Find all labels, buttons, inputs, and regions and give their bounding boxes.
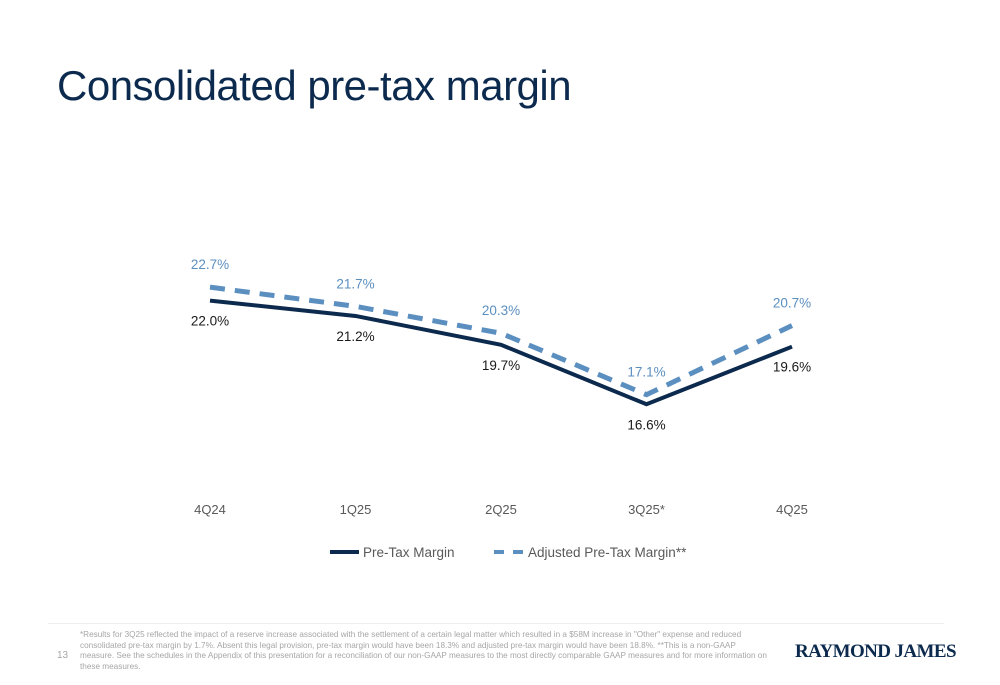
- pre-tax-data-label: 21.2%: [336, 329, 374, 344]
- adjusted-data-label: 20.7%: [773, 296, 811, 311]
- footer-divider: [48, 623, 944, 624]
- adjusted-data-label: 21.7%: [336, 276, 374, 291]
- adjusted-data-label: 20.3%: [482, 303, 520, 318]
- x-tick-label: 2Q25: [485, 502, 517, 517]
- legend-label-adjusted: Adjusted Pre-Tax Margin**: [528, 545, 687, 560]
- pre-tax-data-label: 22.0%: [191, 314, 229, 329]
- x-tick-label: 3Q25*: [628, 502, 665, 517]
- pre-tax-data-label: 19.6%: [773, 360, 811, 375]
- line-chart: 22.0% 21.2% 19.7% 16.6% 19.6% 22.7% 21.7% 20.3%…: [191, 257, 811, 560]
- series-layer: [209, 284, 794, 407]
- pre-tax-data-label: 16.6%: [627, 417, 665, 432]
- footnote: *Results for 3Q25 reflected the impact o…: [80, 630, 767, 671]
- adjusted-data-label: 22.7%: [191, 257, 229, 272]
- x-tick-label: 1Q25: [340, 502, 372, 517]
- x-tick-label: 4Q24: [194, 502, 226, 517]
- company-logo: RAYMOND JAMES: [795, 641, 957, 662]
- adjusted-data-label: 17.1%: [627, 365, 665, 380]
- data-label-layer: 22.0% 21.2% 19.7% 16.6% 19.6% 22.7% 21.7% 20.3%…: [191, 257, 811, 432]
- x-tick-label: 4Q25: [776, 502, 808, 517]
- adjusted-pre-tax-margin-line: [209, 284, 794, 398]
- page-title: Consolidated pre-tax margin: [57, 62, 572, 109]
- legend-label-pre-tax: Pre-Tax Margin: [363, 545, 455, 560]
- x-axis: 4Q24 1Q25 2Q25 3Q25* 4Q25: [194, 502, 808, 517]
- legend: Pre-Tax Margin Adjusted Pre-Tax Margin**: [330, 545, 687, 560]
- pre-tax-margin-line: [209, 298, 793, 407]
- page-number: 13: [57, 650, 69, 661]
- pre-tax-data-label: 19.7%: [482, 358, 520, 373]
